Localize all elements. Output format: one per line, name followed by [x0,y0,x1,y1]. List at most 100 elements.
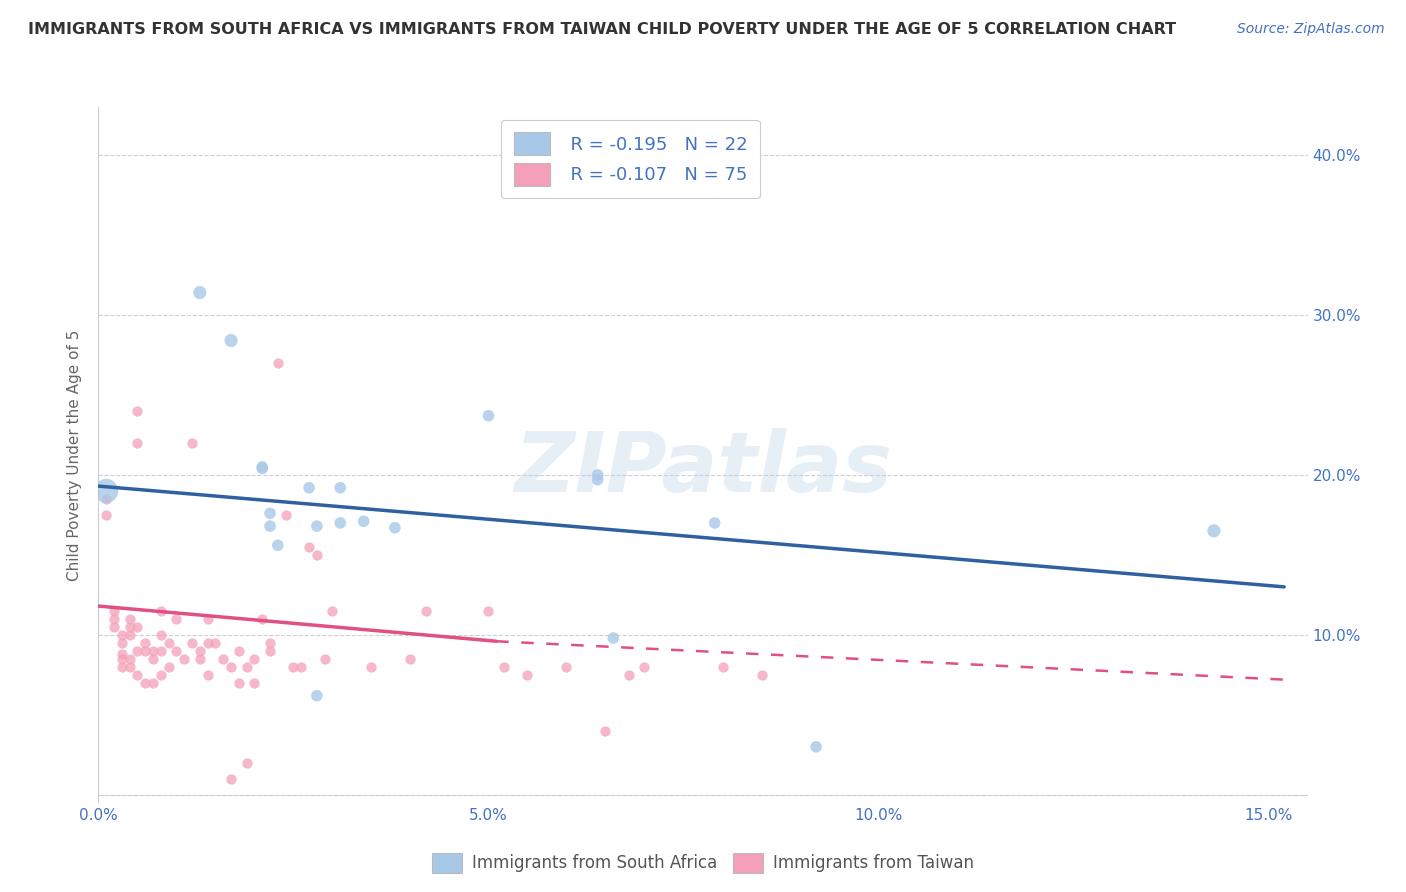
Point [305,519,328,533]
Point [243,676,266,690]
Point [142,652,165,666]
Point [228,644,250,658]
Point [267,538,290,552]
Point [595,723,617,738]
Point [298,481,321,495]
Point [243,652,266,666]
Point [118,612,141,626]
Point [142,644,165,658]
Point [127,668,149,682]
Point [252,459,274,474]
Point [111,636,134,650]
Point [219,772,242,786]
Point [149,604,172,618]
Point [142,676,165,690]
Point [173,652,195,666]
Point [181,636,204,650]
Point [305,548,328,562]
Point [259,519,281,533]
Point [134,676,156,690]
Point [298,540,321,554]
Point [149,644,172,658]
Text: ZIPatlas: ZIPatlas [515,428,891,509]
Point [633,660,655,674]
Point [219,660,242,674]
Point [197,612,219,626]
Point [617,668,640,682]
Point [329,481,352,495]
Point [111,652,134,666]
Point [477,409,499,423]
Point [228,676,250,690]
Point [259,644,281,658]
Point [127,620,149,634]
Point [353,514,375,528]
Point [149,668,172,682]
Point [134,644,156,658]
Point [711,660,734,674]
Legend:   R = -0.195   N = 22,   R = -0.107   N = 75: R = -0.195 N = 22, R = -0.107 N = 75 [501,120,761,198]
Point [602,631,624,645]
Point [274,508,297,522]
Point [516,668,538,682]
Point [134,636,156,650]
Point [197,636,219,650]
Point [157,660,180,674]
Point [118,628,141,642]
Point [149,628,172,642]
Point [586,467,609,482]
Point [235,756,257,770]
Point [165,612,187,626]
Point [181,436,204,450]
Point [197,668,219,682]
Point [111,647,134,661]
Point [252,461,274,475]
Y-axis label: Child Poverty Under the Age of 5: Child Poverty Under the Age of 5 [67,329,83,581]
Point [111,660,134,674]
Point [384,521,406,535]
Point [118,620,141,634]
Point [321,604,343,618]
Point [188,644,211,658]
Point [127,404,149,418]
Point [494,660,516,674]
Text: Source: ZipAtlas.com: Source: ZipAtlas.com [1237,22,1385,37]
Point [96,508,118,522]
Point [103,612,125,626]
Point [329,516,352,530]
Legend: Immigrants from South Africa, Immigrants from Taiwan: Immigrants from South Africa, Immigrants… [425,847,981,880]
Point [204,636,226,650]
Point [103,620,125,634]
Point [259,506,281,520]
Point [751,668,773,682]
Point [103,604,125,618]
Point [804,739,827,754]
Point [127,436,149,450]
Point [555,660,578,674]
Point [360,660,382,674]
Point [235,660,257,674]
Point [267,356,290,370]
Point [290,660,312,674]
Point [703,516,725,530]
Point [283,660,305,674]
Point [477,604,499,618]
Point [118,652,141,666]
Point [586,473,609,487]
Point [188,652,211,666]
Point [219,334,242,348]
Point [188,285,211,300]
Point [165,644,187,658]
Point [415,604,437,618]
Point [127,644,149,658]
Point [314,652,336,666]
Point [96,483,118,498]
Text: IMMIGRANTS FROM SOUTH AFRICA VS IMMIGRANTS FROM TAIWAN CHILD POVERTY UNDER THE A: IMMIGRANTS FROM SOUTH AFRICA VS IMMIGRAN… [28,22,1177,37]
Point [399,652,422,666]
Point [259,636,281,650]
Point [212,652,235,666]
Point [157,636,180,650]
Point [305,689,328,703]
Point [96,491,118,506]
Point [111,628,134,642]
